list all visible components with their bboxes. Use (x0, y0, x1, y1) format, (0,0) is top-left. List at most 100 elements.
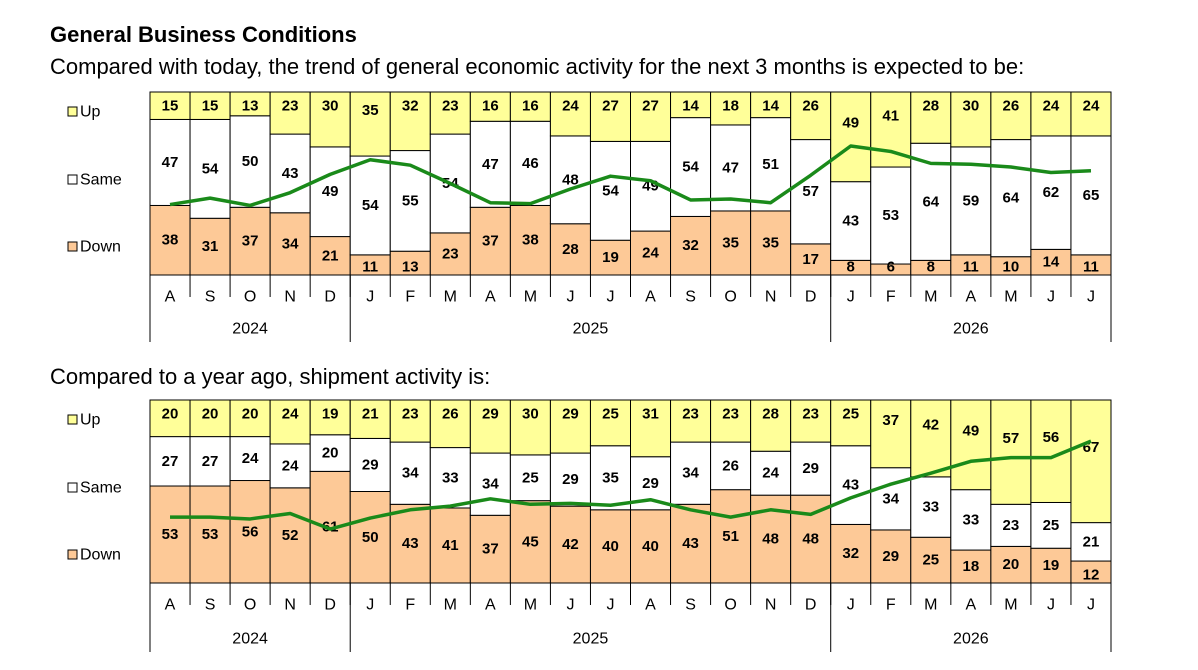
bar-up (269, 91, 311, 135)
legend-label-up: Up (80, 104, 101, 121)
data-label-down: 28 (562, 241, 579, 258)
bar-down (589, 239, 631, 276)
data-label-down: 21 (322, 247, 339, 264)
tick-label: M (924, 289, 937, 306)
bar-same (790, 139, 832, 245)
data-label-up: 24 (562, 98, 579, 115)
data-label-down: 37 (482, 233, 499, 250)
trend-line (169, 144, 1092, 208)
bar-up (1070, 91, 1112, 137)
data-label-same: 46 (522, 155, 539, 172)
bar-same (149, 118, 191, 206)
data-label-down: 8 (927, 259, 935, 276)
bar-down (469, 206, 511, 276)
data-label-down: 38 (522, 232, 539, 249)
bar-up (670, 91, 712, 119)
chart-2-title: Compared to a year ago, shipment activit… (50, 364, 491, 389)
data-label-down: 24 (642, 245, 659, 262)
data-label-up: 18 (722, 98, 739, 115)
chart-1-title: Compared with today, the trend of genera… (50, 54, 1025, 79)
data-label-up: 26 (1003, 98, 1020, 115)
data-label-up: 28 (922, 98, 939, 115)
data-label-up: 13 (242, 98, 259, 115)
bar-same (429, 133, 471, 234)
bar-same (469, 120, 511, 208)
tick-label: A (645, 289, 656, 306)
bar-same (389, 150, 431, 252)
data-label-down: 14 (1043, 254, 1060, 271)
bar-up (429, 91, 471, 135)
tick-label: S (685, 289, 696, 306)
tick-label: F (886, 289, 896, 306)
data-label-down: 11 (1083, 259, 1099, 276)
tick-label: D (805, 289, 817, 306)
data-label-same: 47 (162, 154, 179, 171)
data-label-up: 15 (162, 98, 179, 115)
data-label-same: 54 (602, 182, 619, 199)
tick-label: N (284, 289, 296, 306)
data-label-up: 24 (1083, 98, 1100, 115)
bar-up (389, 91, 431, 152)
bar-same (309, 146, 351, 238)
bar-same (349, 155, 391, 256)
data-label-up: 24 (1043, 98, 1060, 115)
tick-label: F (405, 289, 415, 306)
tick-label: M (524, 289, 537, 306)
tick-label: M (1004, 289, 1017, 306)
tick-label: A (165, 289, 176, 306)
tick-label: J (1047, 289, 1055, 306)
data-label-down: 8 (847, 259, 855, 276)
data-label-same: 47 (482, 156, 499, 173)
tick-label: O (244, 289, 256, 306)
year-label: 2026 (953, 321, 989, 338)
data-label-down: 38 (162, 232, 179, 249)
data-label-down: 37 (242, 233, 259, 250)
tick-label: J (566, 289, 574, 306)
data-label-same: 55 (402, 192, 419, 209)
data-label-same: 64 (922, 193, 939, 210)
bar-up (149, 91, 191, 120)
data-label-down: 35 (722, 234, 739, 251)
data-label-up: 30 (322, 98, 339, 115)
data-label-down: 11 (362, 259, 378, 276)
data-label-up: 26 (802, 98, 819, 115)
tick-label: O (724, 289, 736, 306)
legend-label-down: Down (80, 239, 121, 256)
bar-up (589, 91, 631, 142)
data-label-same: 48 (562, 171, 579, 188)
data-label-same: 53 (882, 207, 899, 224)
data-label-up: 23 (442, 98, 459, 115)
bar-same (549, 135, 591, 225)
bar-down (429, 232, 471, 276)
legend-label-same: Same (80, 172, 122, 189)
bar-same (1070, 135, 1112, 256)
data-label-same: 54 (202, 160, 219, 177)
data-label-up: 16 (522, 98, 539, 115)
tick-label: S (205, 289, 216, 306)
data-label-same: 57 (802, 183, 819, 200)
data-label-same: 43 (842, 213, 859, 230)
bar-up (710, 91, 752, 126)
data-label-up: 32 (402, 98, 419, 115)
data-label-same: 59 (963, 192, 980, 209)
data-label-up: 27 (602, 98, 619, 115)
bar-same (229, 115, 271, 208)
data-label-up: 49 (842, 115, 859, 132)
data-label-down: 32 (682, 237, 699, 254)
data-label-same: 47 (722, 159, 739, 176)
bar-up (1030, 91, 1072, 137)
bar-same (589, 140, 631, 241)
data-label-up: 41 (882, 107, 899, 124)
data-label-down: 11 (963, 259, 979, 276)
tick-label: A (485, 289, 496, 306)
data-label-up: 14 (762, 98, 779, 115)
data-label-up: 27 (642, 98, 659, 115)
bar-up (309, 91, 351, 148)
tick-label: J (847, 289, 855, 306)
data-label-down: 35 (762, 234, 779, 251)
data-label-down: 34 (282, 235, 299, 252)
data-label-same: 51 (762, 156, 779, 173)
data-label-down: 17 (802, 251, 819, 268)
data-label-same: 43 (282, 165, 299, 182)
